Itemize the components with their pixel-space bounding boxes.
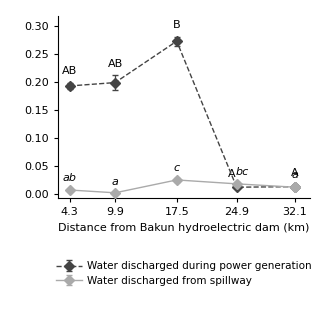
Text: A: A [228, 169, 236, 180]
Text: a: a [292, 171, 299, 180]
Text: AB: AB [62, 67, 77, 76]
Text: ab: ab [63, 173, 77, 183]
Legend: Water discharged during power generation, Water discharged from spillway: Water discharged during power generation… [53, 258, 315, 289]
Text: B: B [173, 20, 180, 30]
Text: a: a [112, 177, 119, 187]
Text: c: c [174, 163, 180, 173]
Text: A: A [291, 168, 299, 178]
X-axis label: Distance from Bakun hydroelectric dam (km): Distance from Bakun hydroelectric dam (k… [58, 223, 310, 233]
Text: bc: bc [236, 167, 249, 177]
Text: AB: AB [108, 59, 123, 68]
